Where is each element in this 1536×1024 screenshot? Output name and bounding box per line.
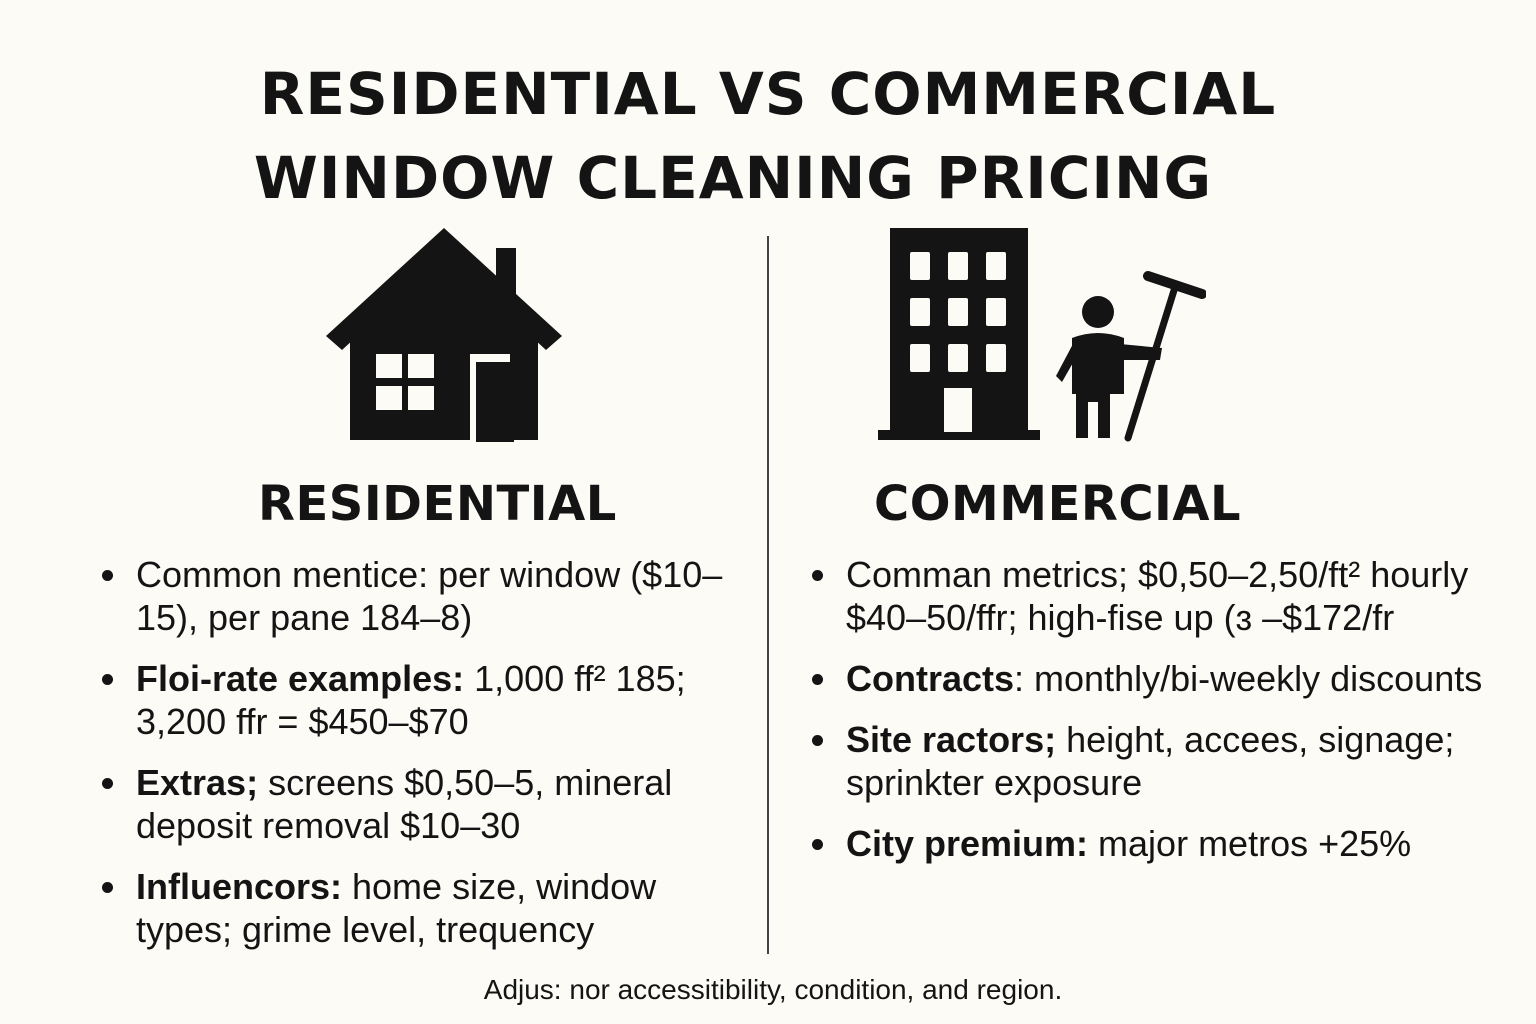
commercial-heading: COMMERCIAL [874, 476, 1242, 532]
bullet-text: 1,000 ff² 185; 3,200 ffr = $450–$70 [136, 658, 686, 742]
bullet-dot-icon [102, 570, 113, 581]
bullet-text: Common mentice: per window ($10–15), per… [136, 554, 723, 638]
residential-bullet: Influencors: home size, window types; gr… [100, 865, 750, 951]
commercial-bullet-list: Comman metrics; $0,50–2,50/ft² hourly $4… [810, 553, 1510, 883]
bullet-text: Comman metrics; $0,50–2,50/ft² hourly $4… [846, 554, 1469, 638]
bullet-dot-icon [812, 839, 823, 850]
bullet-dot-icon [812, 735, 823, 746]
bullet-bold-label: Contracts [846, 658, 1015, 699]
bullet-bold-label: Influencors: [136, 866, 343, 907]
house-icon [326, 228, 562, 442]
bullet-text: major metros +25% [1088, 823, 1412, 864]
commercial-bullet: Contracts: monthly/bi-weekly discounts [810, 657, 1510, 700]
residential-bullet: Common mentice: per window ($10–15), per… [100, 553, 750, 639]
column-divider [767, 236, 769, 954]
bullet-text: height, accees, signage; sprinkter expos… [846, 719, 1455, 803]
bullet-dot-icon [812, 674, 823, 685]
bullet-bold-label: Site ractors; [846, 719, 1057, 760]
title-line-2: WINDOW CLEANING PRICING [253, 144, 1213, 212]
bullet-bold-label: Extras; [136, 762, 259, 803]
commercial-bullet: Comman metrics; $0,50–2,50/ft² hourly $4… [810, 553, 1510, 639]
title-line-1: RESIDENTIAL VS COMMERCIAL [259, 60, 1277, 128]
residential-heading: RESIDENTIAL [258, 476, 617, 532]
commercial-bullet: Site ractors; height, accees, signage; s… [810, 718, 1510, 804]
bullet-bold-label: City premium: [846, 823, 1089, 864]
commercial-bullet: City premium: major metros +25% [810, 822, 1510, 865]
bullet-text: screens $0,50–5, mineral deposit removal… [136, 762, 673, 846]
bullet-dot-icon [812, 570, 823, 581]
bullet-dot-icon [102, 882, 113, 893]
residential-bullet-list: Common mentice: per window ($10–15), per… [100, 553, 750, 969]
bullet-dot-icon [102, 778, 113, 789]
bullet-bold-label: Floi-rate examples: [136, 658, 465, 699]
footnote: Adjus: nor accessitibility, condition, a… [483, 974, 1063, 1005]
bullet-text: : monthly/bi-weekly discounts [1014, 658, 1483, 699]
office-building-window-cleaner-icon [878, 228, 1206, 442]
residential-bullet: Floi-rate examples: 1,000 ff² 185; 3,200… [100, 657, 750, 743]
residential-bullet: Extras; screens $0,50–5, mineral deposit… [100, 761, 750, 847]
page-title: RESIDENTIAL VS COMMERCIAL WINDOW CLEANIN… [0, 52, 1536, 220]
bullet-text: home size, window types; grime level, tr… [136, 866, 657, 950]
bullet-dot-icon [102, 674, 113, 685]
